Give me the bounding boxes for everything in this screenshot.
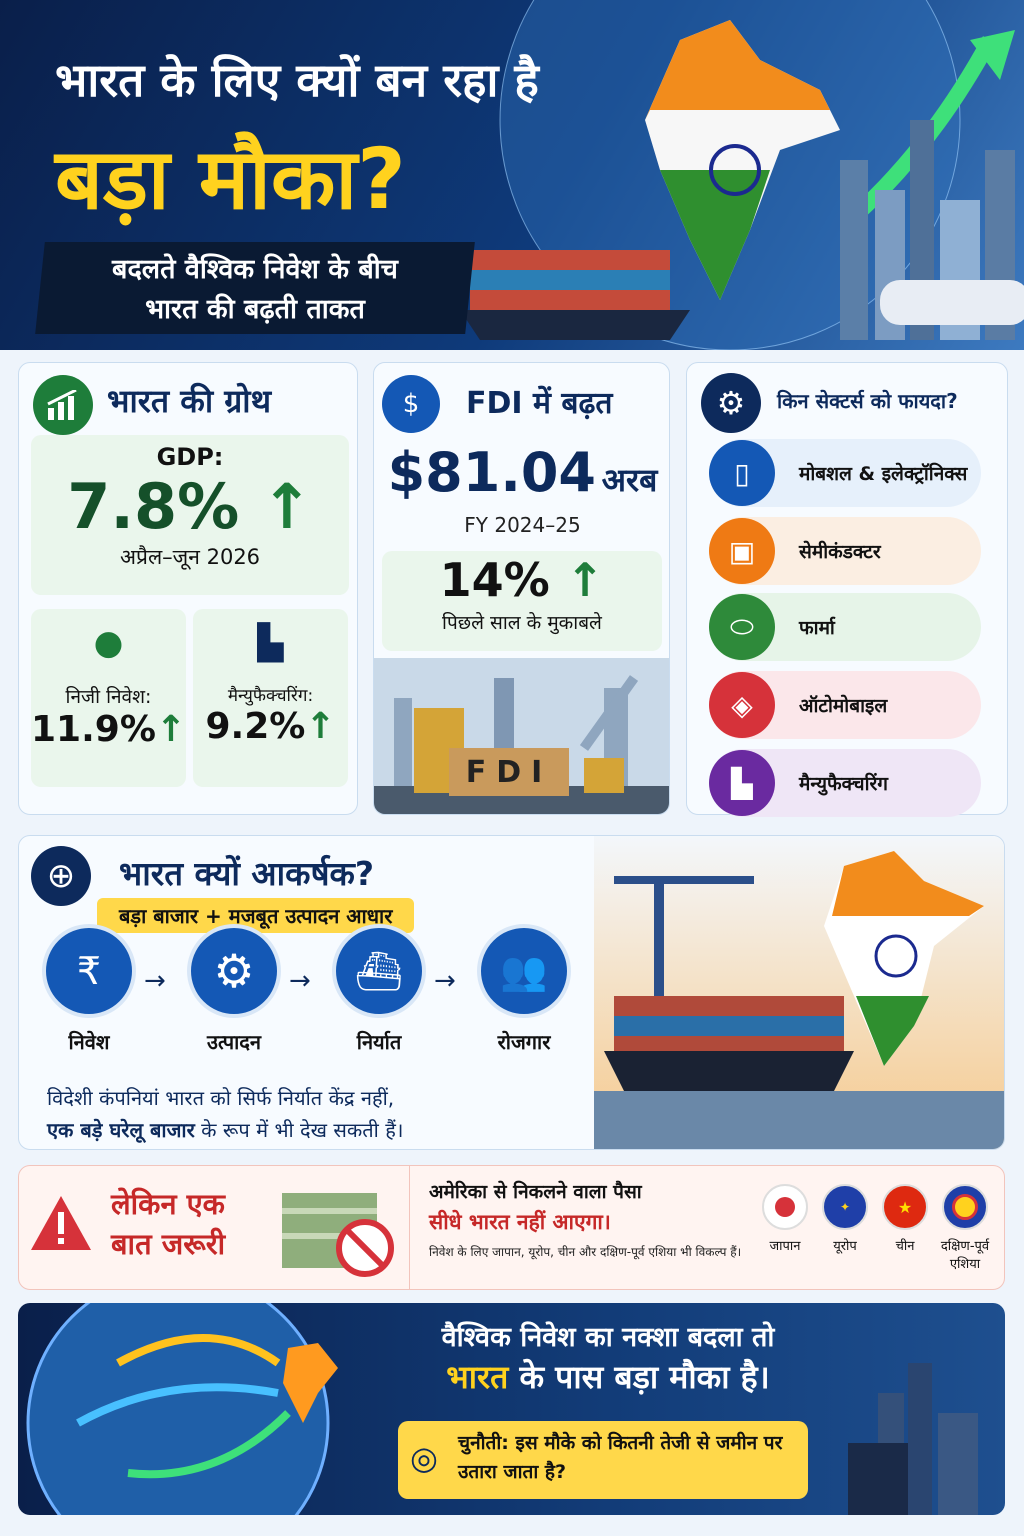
- attractive-title: भारत क्यों आकर्षक?: [119, 854, 375, 893]
- fdi-unit: अरब: [601, 461, 658, 499]
- region: जापान: [749, 1184, 821, 1254]
- target-icon: ◎: [410, 1439, 438, 1477]
- money-image: [282, 1193, 394, 1277]
- sector-item: ⬭ फार्मा: [709, 593, 981, 661]
- gdp-box: GDP: 7.8% ↑ अप्रैल–जून 2026: [31, 435, 349, 595]
- mfg-box: ▙ मैन्युफैक्चरिंग: 9.2%↑: [193, 609, 348, 787]
- up-arrow: ↑: [305, 706, 336, 747]
- sector-label: फार्मा: [799, 617, 835, 639]
- subtitle-line1: बदलते वैश्विक निवेश के बीच: [112, 254, 398, 285]
- fdi-image: [374, 658, 669, 814]
- flow-step: ⚙ उत्पादन: [184, 924, 284, 1055]
- private-value: 11.9%: [31, 709, 156, 750]
- fdi-period: FY 2024–25: [464, 513, 581, 537]
- gear-icon: ⚙: [701, 373, 761, 433]
- port-image: [594, 836, 1004, 1149]
- mfg-value: 9.2%: [205, 706, 306, 747]
- factory-icon: ▙: [257, 623, 284, 663]
- gdp-value: 7.8%: [67, 470, 240, 543]
- coins-icon: ●: [93, 623, 124, 663]
- flow-label: रोजगार: [497, 1030, 551, 1054]
- region-label: दक्षिण-पूर्व एशिया: [940, 1239, 990, 1272]
- up-arrow: ↑: [260, 470, 313, 543]
- subtitle: बदलते वैश्विक निवेश के बीच भारत की बढ़ती …: [50, 250, 460, 330]
- title-line1: भारत के लिए क्यों बन रहा है: [55, 53, 539, 107]
- flow-label: उत्पादन: [206, 1030, 262, 1054]
- conclusion-art: [26, 1303, 978, 1515]
- title-line2: बड़ा मौका?: [55, 130, 406, 228]
- growth-icon: [33, 375, 93, 435]
- flow-label: निवेश: [68, 1030, 110, 1054]
- region: ✦ यूरोप: [809, 1184, 881, 1254]
- sector-label: मोबशल & इलेक्ट्रॉनिक्स: [799, 463, 968, 485]
- caution-headline: अमेरिका से निकलने वाला पैसा: [429, 1181, 642, 1203]
- flow-arrow: →: [144, 966, 166, 996]
- fdi-amount: $81.04: [387, 441, 596, 504]
- attractive-note: विदेशी कंपनियां भारत को सिर्फ निर्यात के…: [47, 1082, 607, 1146]
- region-label: जापान: [769, 1239, 801, 1254]
- fdi-title: FDI में बढ़त: [466, 386, 613, 421]
- flow-arrow: →: [434, 966, 456, 996]
- challenge-box: ◎ चुनौती: इस मौके को कितनी तेजी से जमीन …: [398, 1421, 808, 1499]
- challenge-text: चुनौती: इस मौके को कितनी तेजी से जमीन पर…: [458, 1432, 783, 1483]
- flow-arrow: →: [289, 966, 311, 996]
- private-box: ● निजी निवेश: 11.9%↑: [31, 609, 186, 787]
- warning-icon: [31, 1196, 91, 1250]
- note-rest: के रूप में भी देख सकती हैं।: [201, 1118, 404, 1142]
- flow-step: 👥 रोजगार: [474, 924, 574, 1055]
- header-art: [460, 0, 1024, 350]
- mfg-label: मैन्युफैक्चरिंग:: [227, 686, 314, 706]
- flow-label: निर्यात: [356, 1030, 402, 1054]
- sector-label: मैन्युफैक्चरिंग: [799, 773, 888, 795]
- caution-headline-red: सीधे भारत नहीं आएगा।: [429, 1210, 611, 1234]
- fdi-image-text: FDI: [465, 755, 553, 790]
- gdp-period: अप्रैल–जून 2026: [119, 545, 261, 569]
- fdi-growth-note: पिछले साल के मुकाबले: [442, 612, 602, 634]
- growth-card: भारत की ग्रोथ GDP: 7.8% ↑ अप्रैल–जून 202…: [18, 362, 358, 815]
- conclusion-line2: के पास बड़ा मौका है।: [519, 1358, 770, 1396]
- flow-step: ⛴ निर्यात: [329, 924, 429, 1055]
- region-label: यूरोप: [833, 1239, 857, 1254]
- fdi-growth: 14%: [439, 553, 550, 607]
- caution-section: लेकिन एक बात जरूरी अमेरिका से निकलने वाल…: [18, 1165, 1005, 1290]
- region-label: चीन: [895, 1239, 915, 1254]
- region: दक्षिण-पूर्व एशिया: [929, 1184, 1001, 1272]
- sectors-card: ⚙ किन सेक्टर्स को फायदा? ▯ मोबशल & इलेक्ट…: [686, 362, 1008, 817]
- sector-item: ◈ ऑटोमोबाइल: [709, 671, 981, 739]
- subtitle-line2: भारत की बढ़ती ताकत: [145, 294, 365, 325]
- sector-label: सेमीकंडक्टर: [799, 541, 881, 563]
- caution-note: निवेश के लिए जापान, यूरोप, चीन और दक्षिण…: [429, 1245, 742, 1259]
- sectors-title: किन सेक्टर्स को फायदा?: [777, 389, 958, 413]
- sector-label: ऑटोमोबाइल: [799, 695, 888, 717]
- gdp-label: GDP:: [156, 443, 224, 471]
- private-label: निजी निवेश:: [65, 686, 152, 708]
- globe-icon: ⊕: [31, 846, 91, 906]
- conclusion-line1: वैश्विक निवेश का नक्शा बदला तो: [441, 1322, 775, 1353]
- flow-step: ₹ निवेश: [39, 924, 139, 1055]
- sector-item: ▙ मैन्युफैक्चरिंग: [709, 749, 981, 817]
- fdi-growth-box: 14% ↑ पिछले साल के मुकाबले: [382, 551, 662, 651]
- sector-item: ▣ सेमीकंडक्टर: [709, 517, 981, 585]
- attractive-section: ⊕ भारत क्यों आकर्षक? बड़ा बाजार + मजबूत …: [18, 835, 1005, 1150]
- note-bold: एक बड़े घरेलू बाजार: [47, 1118, 195, 1142]
- sector-item: ▯ मोबशल & इलेक्ट्रॉनिक्स: [709, 439, 981, 507]
- region: ★ चीन: [869, 1184, 941, 1254]
- header: भारत के लिए क्यों बन रहा है बड़ा मौका? ब…: [0, 0, 1024, 350]
- growth-title: भारत की ग्रोथ: [107, 382, 272, 420]
- conclusion-accent: भारत: [446, 1358, 509, 1396]
- fdi-icon: $: [382, 375, 440, 433]
- note-line1: विदेशी कंपनियां भारत को सिर्फ निर्यात के…: [47, 1086, 395, 1110]
- up-arrow: ↑: [565, 553, 605, 607]
- fdi-card: $ FDI में बढ़त $81.04 अरब FY 2024–25 14%…: [373, 362, 670, 815]
- conclusion-section: वैश्विक निवेश का नक्शा बदला तो भारत के प…: [18, 1303, 1005, 1515]
- up-arrow: ↑: [155, 709, 187, 750]
- caution-title: लेकिन एक बात जरूरी: [111, 1187, 226, 1261]
